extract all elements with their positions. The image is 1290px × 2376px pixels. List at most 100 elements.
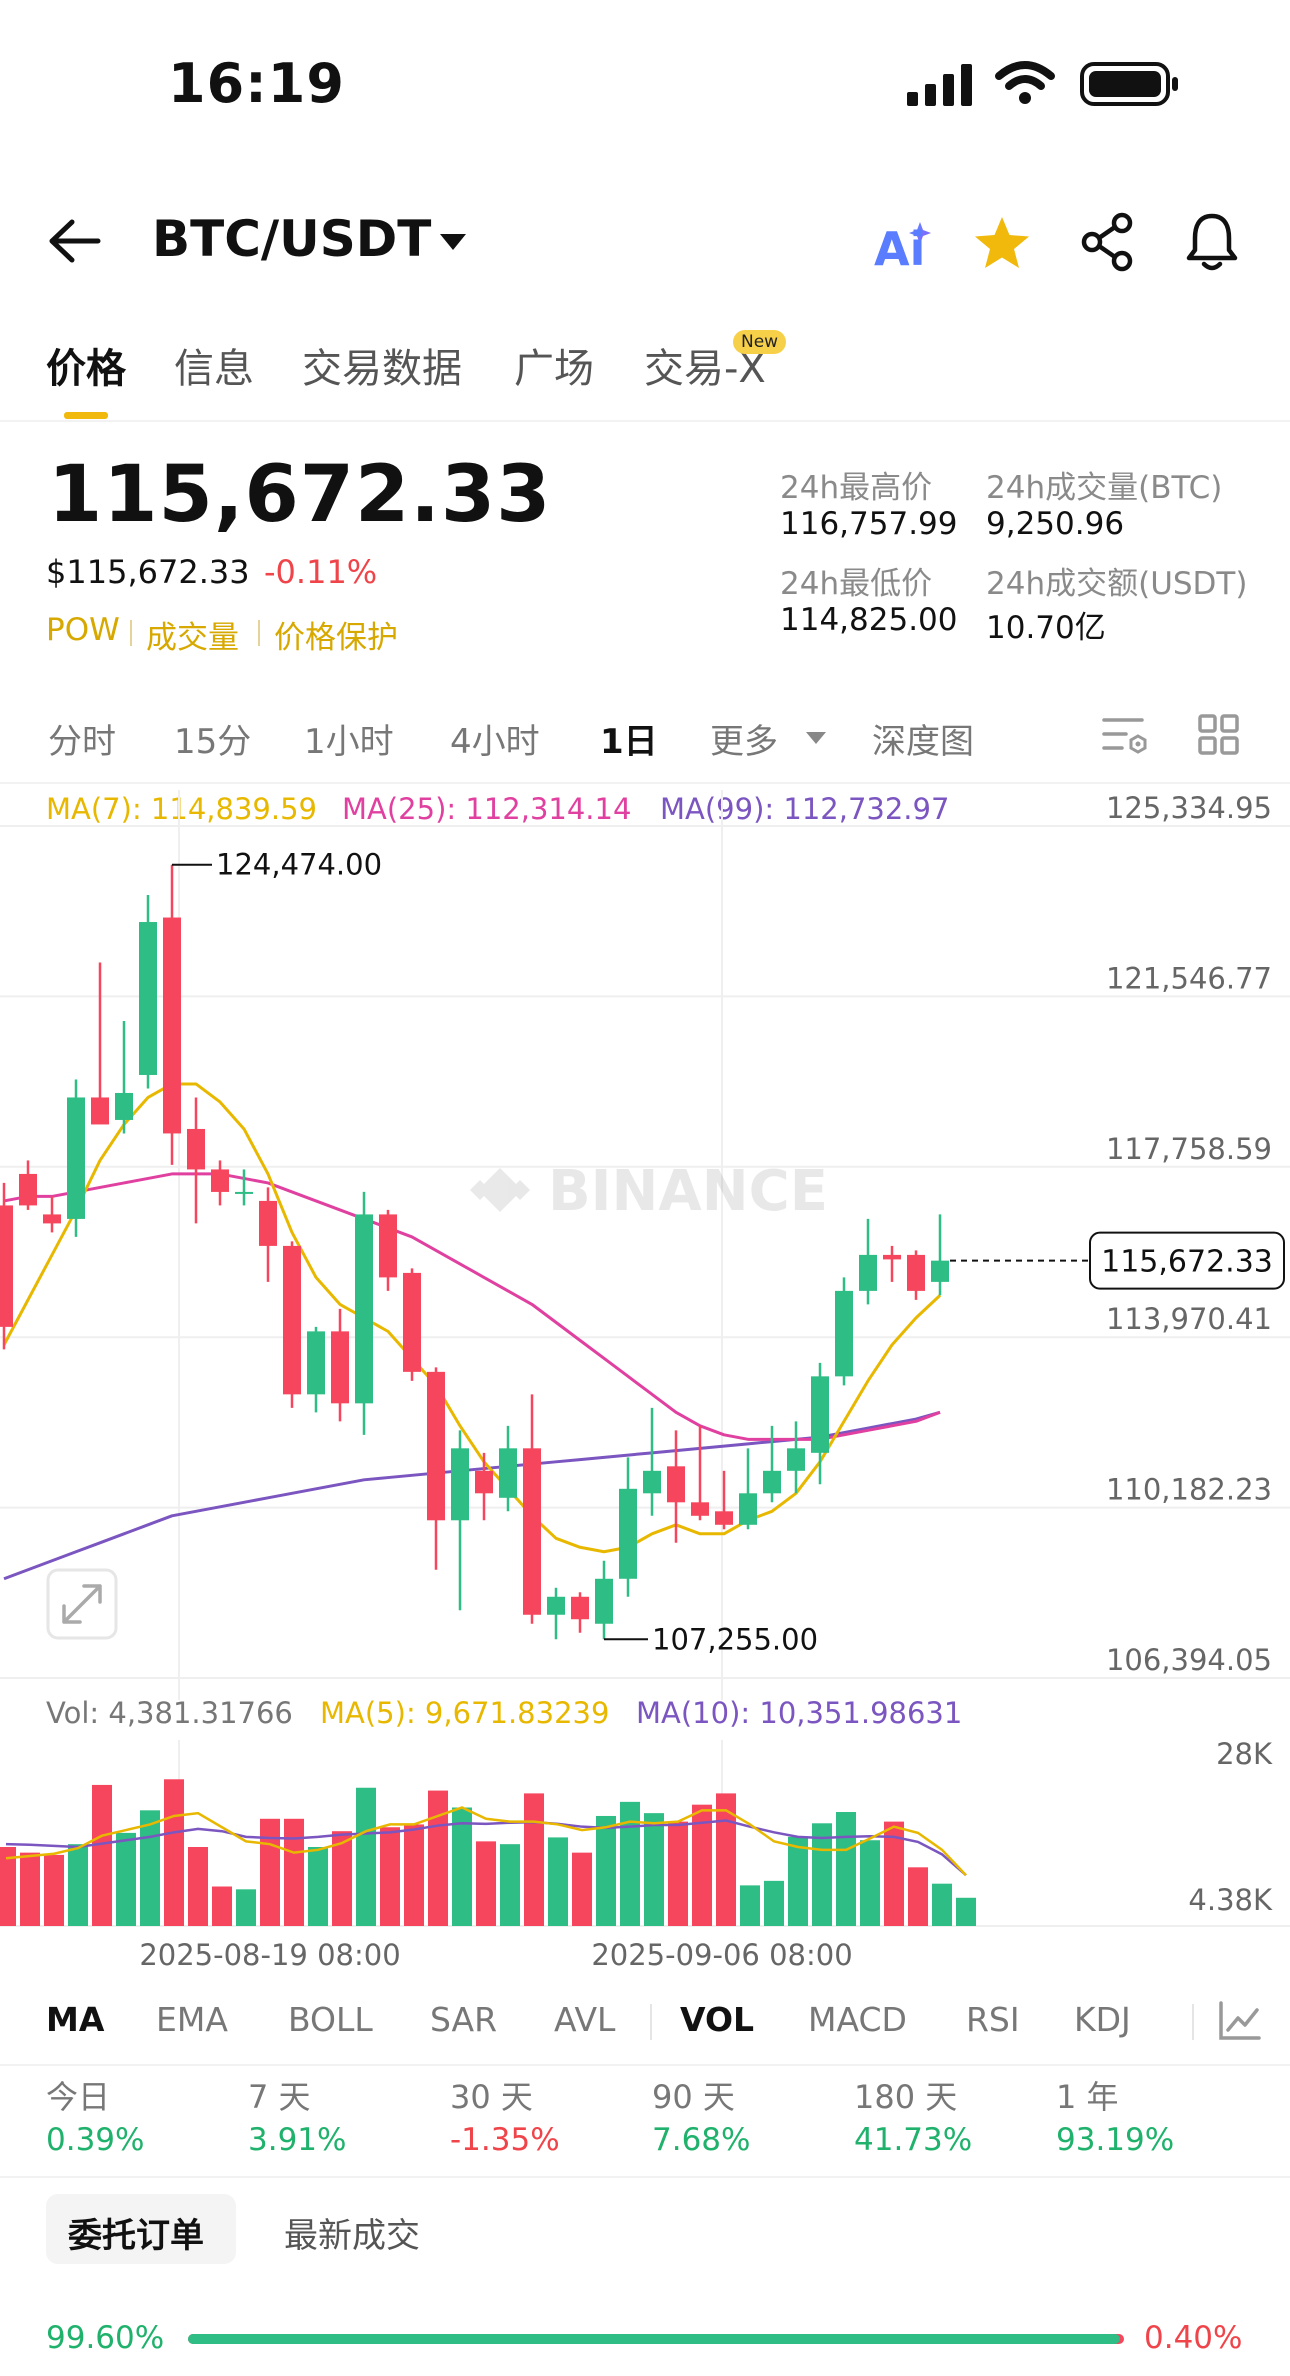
volume-bar [116, 1832, 136, 1926]
volume-bar [92, 1784, 112, 1926]
indicator-macd[interactable]: MACD [808, 2000, 907, 2039]
tag-volume[interactable]: 成交量 [146, 620, 239, 656]
price-candlestick-chart[interactable]: BINANCE 124,474.00 107,255.00 115,672.33 125… [0, 790, 1290, 1700]
chevron-down-icon[interactable] [804, 730, 828, 746]
volume-bar [380, 1827, 400, 1926]
new-badge: New [733, 330, 787, 354]
volume-bar [716, 1793, 736, 1926]
candle-body [475, 1470, 493, 1494]
divider [0, 2064, 1290, 2066]
tag-pow[interactable]: POW [46, 612, 120, 648]
performance-label: 90 天 [652, 2078, 735, 2116]
candle-body [499, 1448, 517, 1498]
performance-label: 今日 [46, 2078, 111, 2116]
ai-label: Ai [874, 222, 926, 276]
candle-body [619, 1488, 637, 1579]
indicator-sar[interactable]: SAR [430, 2000, 498, 2039]
tab-order-book[interactable]: 委托订单 [46, 2194, 236, 2264]
candle-body [307, 1331, 325, 1395]
indicator-ma[interactable]: MA [46, 2000, 105, 2039]
interval-15m[interactable]: 15分 [174, 722, 252, 762]
candle-body [403, 1272, 421, 1372]
candle-body [235, 1191, 253, 1194]
watermark-text: BINANCE [548, 1159, 828, 1224]
price-axis-label: 117,758.59 [1106, 1132, 1272, 1166]
volume-bar [188, 1847, 208, 1926]
candle-body [595, 1578, 613, 1624]
expand-icon [62, 1584, 102, 1624]
volume-bar [932, 1883, 952, 1926]
chevron-down-icon[interactable] [438, 232, 468, 252]
indicator-ema[interactable]: EMA [156, 2000, 228, 2039]
interval-1d[interactable]: 1日 [600, 722, 658, 762]
back-arrow-icon[interactable] [48, 218, 102, 264]
volume-bar [668, 1821, 688, 1926]
indicator-avl[interactable]: AVL [554, 2000, 616, 2039]
volume-bar [548, 1837, 568, 1926]
tab-info[interactable]: 信息 [174, 346, 254, 392]
chart-settings-icon[interactable] [1102, 714, 1148, 758]
last-price-tag [1089, 1231, 1285, 1290]
interval-depth[interactable]: 深度图 [872, 722, 974, 762]
candle-body [835, 1290, 853, 1377]
candle-body [379, 1214, 397, 1278]
candle-body [571, 1596, 589, 1620]
ratio-bar [188, 2334, 1124, 2344]
candle-body [883, 1254, 901, 1260]
volume-bar [0, 1847, 16, 1926]
indicator-boll[interactable]: BOLL [288, 2000, 373, 2039]
volume-bar [20, 1852, 40, 1926]
ma25-line [3, 1172, 941, 1441]
favorite-star-icon[interactable] [972, 214, 1032, 270]
tab-latest-trades[interactable]: 最新成交 [284, 2216, 420, 2256]
volume-bar [140, 1810, 160, 1926]
interval-4h[interactable]: 4小时 [450, 722, 540, 762]
stat-high-label: 24h最高价 [780, 470, 933, 506]
volume-bar-chart[interactable]: 28K 4.38K 2025-08-19 08:00 2025-09-06 08:00 [0, 1740, 1290, 1990]
indicator-kdj[interactable]: KDJ [1074, 2000, 1131, 2039]
share-icon[interactable] [1080, 212, 1136, 272]
candle-body [715, 1511, 733, 1525]
volume-bar [356, 1787, 376, 1926]
stat-vol-btc-label: 24h成交量(BTC) [986, 470, 1223, 506]
indicator-settings-icon[interactable] [1218, 2000, 1262, 2042]
tag-price-protection[interactable]: 价格保护 [274, 620, 398, 656]
tab-price[interactable]: 价格 [46, 346, 126, 392]
pair-title[interactable]: BTC/USDT [152, 210, 432, 268]
tab-order-book-label: 委托订单 [68, 2216, 204, 2256]
volume-bar [836, 1812, 856, 1926]
tag-separator [258, 620, 260, 646]
volume-bar [284, 1818, 304, 1926]
interval-1h[interactable]: 1小时 [304, 722, 394, 762]
volume-bar [212, 1886, 232, 1926]
tab-square[interactable]: 广场 [514, 346, 594, 392]
candle-body [643, 1470, 661, 1494]
volume-bar [644, 1813, 664, 1926]
stat-low-value: 114,825.00 [780, 602, 958, 638]
interval-more[interactable]: 更多 [710, 722, 778, 762]
candle-body [355, 1214, 373, 1404]
volume-ma10-line [5, 1819, 967, 1877]
sell-ratio: 0.40% [1144, 2320, 1243, 2356]
ma99-legend: MA(99): 112,732.97 [660, 792, 950, 826]
grid-layout-icon[interactable] [1198, 714, 1240, 756]
indicator-vol[interactable]: VOL [680, 2000, 755, 2039]
candle-body [523, 1448, 541, 1615]
ma25-legend: MA(25): 112,314.14 [342, 792, 632, 826]
last-price-tag-label: 115,672.33 [1101, 1245, 1273, 1280]
price-change: -0.11% [264, 553, 378, 591]
price-axis-label: 106,394.05 [1106, 1643, 1272, 1677]
expand-chart-button[interactable] [46, 1568, 118, 1640]
indicator-rsi[interactable]: RSI [966, 2000, 1020, 2039]
bell-icon[interactable] [1184, 210, 1240, 272]
performance-value: -1.35% [450, 2122, 560, 2158]
volume-bar [476, 1841, 496, 1926]
volume-bar [332, 1831, 352, 1926]
indicator-divider [650, 2004, 652, 2040]
candle-body [91, 1097, 109, 1125]
tab-trading-data[interactable]: 交易数据 [302, 346, 462, 392]
interval-time-sharing[interactable]: 分时 [48, 722, 116, 762]
candle-body [115, 1092, 133, 1120]
performance-value: 93.19% [1056, 2122, 1175, 2158]
price-axis-label: 121,546.77 [1106, 961, 1272, 995]
